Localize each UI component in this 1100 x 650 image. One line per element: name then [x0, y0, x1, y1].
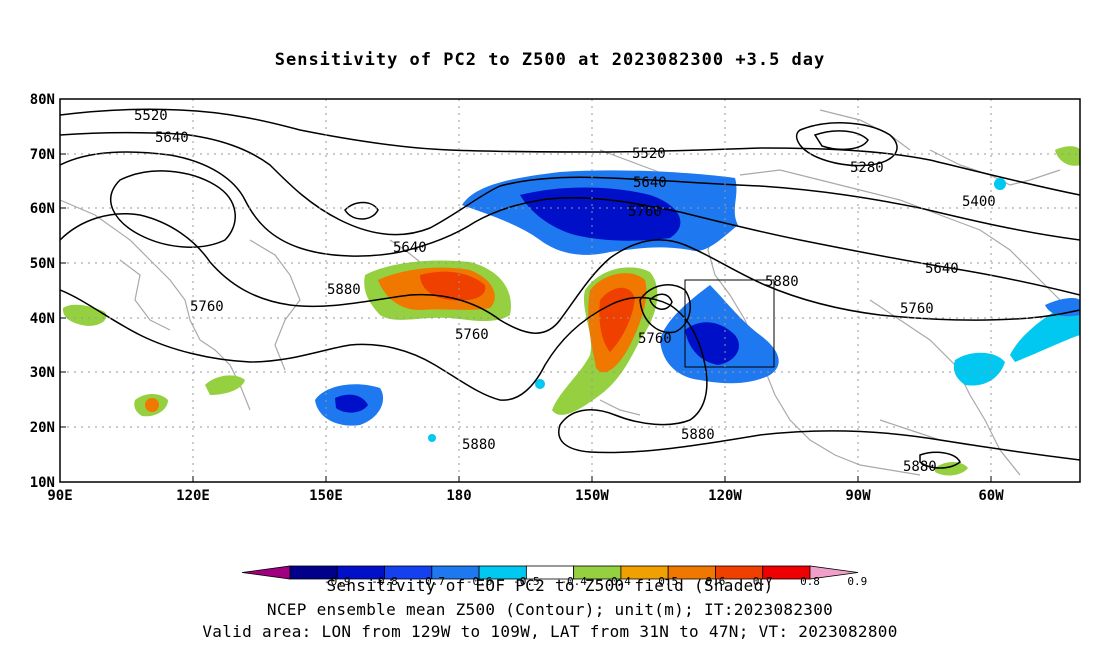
contour-label: 5640: [155, 130, 189, 146]
plot-area: [60, 99, 1080, 482]
negative-spot-pacific: [535, 379, 545, 389]
negative-region-alaska-core: [520, 187, 681, 241]
lat-label: 20N: [30, 420, 55, 436]
contour-label: 5760: [900, 301, 934, 317]
colorbar-tick-label: -0.5: [513, 575, 540, 588]
contour-label: 5640: [633, 175, 667, 191]
lon-label: 120E: [176, 488, 210, 504]
contour-label: 5880: [681, 427, 715, 443]
colorbar-tick-label: -0.6: [466, 575, 493, 588]
contour-label: 5400: [962, 194, 996, 210]
lat-label: 70N: [30, 147, 55, 163]
colorbar-tick-label: -0.7: [419, 575, 446, 588]
contour-label: 5640: [393, 240, 427, 256]
positive-region-philippines: [205, 375, 245, 395]
valid-area-box: [684, 279, 775, 368]
contour-label: 5640: [925, 261, 959, 277]
colorbar-tick-label: 0.9: [847, 575, 867, 588]
chart-title: Sensitivity of PC2 to Z500 at 2023082300…: [274, 50, 826, 70]
caption-contour: NCEP ensemble mean Z500 (Contour); unit(…: [266, 600, 834, 619]
gridlines: [60, 99, 1080, 482]
colorbar-tick-label: 0.5: [658, 575, 678, 588]
positive-region-west-pacific-core: [420, 271, 486, 301]
lat-label: 80N: [30, 92, 55, 108]
lat-label: 10N: [30, 475, 55, 491]
lon-label: 90E: [47, 488, 72, 504]
contour-label: 5880: [327, 282, 361, 298]
colorbar-max-arrow: [809, 565, 859, 580]
positive-region-central-pacific-core: [599, 287, 635, 352]
lat-label: 60N: [30, 201, 55, 217]
colorbar-tick-label: -0.4: [560, 575, 587, 588]
negative-spot-hudson: [994, 178, 1006, 190]
contour-label: 5760: [190, 299, 224, 315]
positive-region-greenland: [1055, 146, 1080, 166]
positive-region-scs-core: [145, 398, 159, 412]
lat-label: 40N: [30, 311, 55, 327]
lon-label: 180: [446, 488, 471, 504]
colorbar-tick-label: 0.7: [753, 575, 773, 588]
negative-spot-pacific2: [428, 434, 436, 442]
negative-region-subtropical-core: [335, 394, 368, 413]
caption-shaded: Sensitivity of EOF PC2 to Z500 field (Sh…: [326, 576, 774, 595]
contour-label: 5520: [134, 108, 168, 124]
colorbar-tick-label: -0.8: [371, 575, 398, 588]
colorbar-tick-label: -0.9: [324, 575, 351, 588]
negative-region-atlantic: [953, 352, 1005, 386]
colorbar-tick-label: 0.8: [800, 575, 820, 588]
plot-frame: [59, 98, 1081, 483]
contour-label: 5760: [638, 331, 672, 347]
positive-region-caribbean: [935, 462, 968, 476]
contour-label: 5280: [850, 160, 884, 176]
colorbar: -0.9 -0.8 -0.7 -0.6 -0.5 -0.4 0.4 0.5 0.6 0.7 0.8 0…: [241, 565, 867, 588]
z500-contours: [60, 108, 1080, 469]
contour-label: 5760: [455, 327, 489, 343]
lon-label: 120W: [708, 488, 742, 504]
colorbar-tick-label: 0.4: [611, 575, 631, 588]
lat-label: 50N: [30, 256, 55, 272]
lon-label: 90W: [845, 488, 871, 504]
contour-label: 5880: [765, 274, 799, 290]
colorbar-tick-label: 0.6: [706, 575, 726, 588]
contour-label: 5880: [903, 459, 937, 475]
contour-label: 5880: [462, 437, 496, 453]
lon-label: 150W: [575, 488, 609, 504]
negative-region-west-coast-core: [685, 322, 739, 365]
positive-region-india: [62, 304, 107, 326]
lon-label: 150E: [309, 488, 343, 504]
lat-label: 30N: [30, 365, 55, 381]
lon-label: 60W: [978, 488, 1004, 504]
contour-label: 5760: [628, 204, 662, 220]
caption-valid-area: Valid area: LON from 129W to 109W, LAT f…: [202, 622, 898, 641]
tick-marks: [60, 98, 992, 483]
